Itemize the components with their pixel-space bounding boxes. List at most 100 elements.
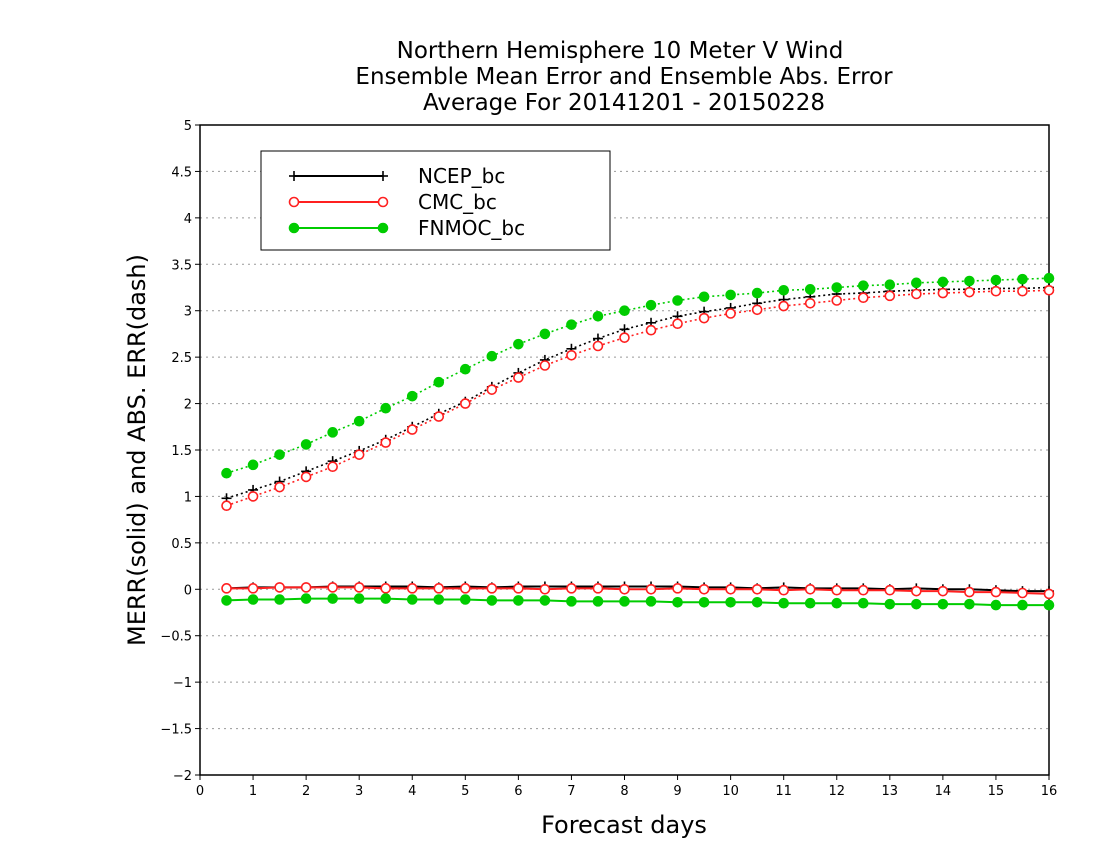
abs-err-point-cmc-bc — [937, 287, 949, 299]
x-tick-label: 15 — [988, 784, 1005, 799]
abs-err-point-fnmoc-bc — [1043, 272, 1055, 284]
merr-point-cmc-bc — [247, 583, 259, 594]
abs-err-line-cmc-bc — [226, 289, 1050, 507]
merr-point-cmc-bc — [327, 582, 338, 593]
x-tick-label: 1 — [249, 784, 257, 799]
abs-err-point-cmc-bc — [221, 500, 232, 512]
y-tick-label: −1 — [173, 676, 192, 691]
x-tick-label: 16 — [1041, 784, 1058, 799]
legend-box — [260, 150, 611, 251]
abs-err-point-fnmoc-bc — [380, 402, 392, 414]
merr-point-fnmoc-bc — [592, 596, 604, 607]
abs-err-point-fnmoc-bc — [804, 284, 816, 295]
abs-err-point-fnmoc-bc — [911, 277, 922, 289]
abs-err-point-cmc-bc — [353, 449, 365, 460]
series-ncep-bc — [221, 282, 1054, 597]
abs-err-point-fnmoc-bc — [247, 459, 259, 471]
x-tick-label: 11 — [775, 784, 792, 799]
merr-point-cmc-bc — [937, 585, 949, 597]
abs-err-point-cmc-bc — [645, 324, 657, 336]
legend-label-cmc-bc: CMC_bc — [418, 190, 497, 214]
merr-point-cmc-bc — [380, 583, 392, 594]
abs-err-point-cmc-bc — [539, 360, 551, 371]
abs-err-point-cmc-bc — [751, 304, 763, 316]
abs-err-point-cmc-bc — [725, 308, 736, 319]
merr-point-cmc-bc — [619, 583, 630, 595]
abs-err-point-cmc-bc — [592, 340, 604, 352]
merr-point-cmc-bc — [645, 583, 657, 595]
merr-point-fnmoc-bc — [221, 595, 232, 606]
merr-point-cmc-bc — [831, 584, 843, 596]
merr-point-fnmoc-bc — [698, 596, 710, 608]
merr-point-fnmoc-bc — [619, 596, 630, 607]
series-group — [221, 272, 1055, 611]
abs-err-point-cmc-bc — [857, 292, 869, 304]
merr-point-cmc-bc — [725, 583, 736, 595]
merr-point-fnmoc-bc — [911, 598, 922, 610]
abs-err-point-cmc-bc — [327, 461, 338, 473]
merr-point-fnmoc-bc — [380, 593, 392, 604]
legend-marker-start-fnmoc-bc — [288, 222, 300, 234]
merr-point-cmc-bc — [911, 585, 922, 597]
merr-point-cmc-bc — [751, 583, 763, 595]
x-tick-label: 13 — [882, 784, 899, 799]
x-tick-label: 7 — [567, 784, 575, 799]
merr-point-fnmoc-bc — [460, 594, 471, 605]
abs-err-point-cmc-bc — [566, 349, 577, 361]
merr-point-cmc-bc — [698, 583, 710, 595]
merr-point-fnmoc-bc — [778, 597, 789, 609]
abs-err-point-fnmoc-bc — [937, 276, 949, 288]
y-tick-label: 4 — [184, 212, 192, 227]
merr-point-cmc-bc — [406, 583, 418, 594]
grid-lines — [200, 170, 1049, 730]
abs-err-point-cmc-bc — [247, 491, 259, 502]
abs-err-point-cmc-bc — [990, 285, 1002, 297]
abs-err-point-fnmoc-bc — [274, 449, 285, 460]
merr-point-fnmoc-bc — [300, 593, 312, 604]
abs-err-point-fnmoc-bc — [592, 310, 604, 322]
abs-err-point-fnmoc-bc — [221, 467, 232, 479]
abs-err-point-cmc-bc — [513, 372, 524, 383]
abs-err-point-cmc-bc — [406, 424, 418, 435]
y-tick-label: 2 — [184, 398, 192, 413]
legend-item-cmc-bc: CMC_bc — [288, 190, 497, 214]
y-tick-label: −1.5 — [160, 723, 192, 738]
abs-err-point-fnmoc-bc — [778, 284, 789, 296]
legend-item-ncep-bc: NCEP_bc — [289, 164, 505, 188]
abs-err-point-fnmoc-bc — [645, 299, 657, 311]
abs-err-point-cmc-bc — [1043, 284, 1055, 296]
abs-err-point-fnmoc-bc — [990, 274, 1002, 286]
abs-err-point-fnmoc-bc — [327, 427, 338, 438]
abs-err-point-fnmoc-bc — [353, 415, 365, 427]
y-tick-label: 5 — [184, 119, 192, 134]
merr-point-fnmoc-bc — [831, 597, 843, 609]
abs-err-point-fnmoc-bc — [406, 390, 418, 402]
abs-err-point-fnmoc-bc — [831, 282, 843, 293]
y-tick-label: −2 — [173, 769, 192, 784]
merr-point-cmc-bc — [353, 582, 365, 593]
merr-point-fnmoc-bc — [937, 598, 949, 610]
abs-err-point-cmc-bc — [778, 300, 789, 312]
x-tick-label: 5 — [461, 784, 469, 799]
merr-point-fnmoc-bc — [1043, 599, 1055, 611]
legend-marker-start-ncep-bc — [289, 171, 299, 181]
merr-point-fnmoc-bc — [857, 597, 869, 609]
abs-err-point-fnmoc-bc — [751, 287, 763, 299]
merr-point-fnmoc-bc — [247, 594, 259, 605]
abs-err-point-fnmoc-bc — [1017, 273, 1028, 285]
abs-err-point-cmc-bc — [380, 437, 392, 448]
y-tick-label: −0.5 — [160, 630, 192, 645]
abs-err-line-ncep-bc — [226, 286, 1050, 500]
y-axis-label: MERR(solid) and ABS. ERR(dash) — [123, 254, 151, 646]
abs-err-point-cmc-bc — [486, 384, 498, 395]
merr-point-cmc-bc — [804, 583, 816, 595]
abs-err-point-fnmoc-bc — [725, 289, 736, 301]
abs-err-point-fnmoc-bc — [857, 280, 869, 291]
abs-err-point-cmc-bc — [884, 290, 896, 302]
y-tick-label: 1.5 — [171, 444, 192, 459]
merr-point-cmc-bc — [778, 584, 789, 596]
abs-err-point-cmc-bc — [460, 398, 471, 409]
